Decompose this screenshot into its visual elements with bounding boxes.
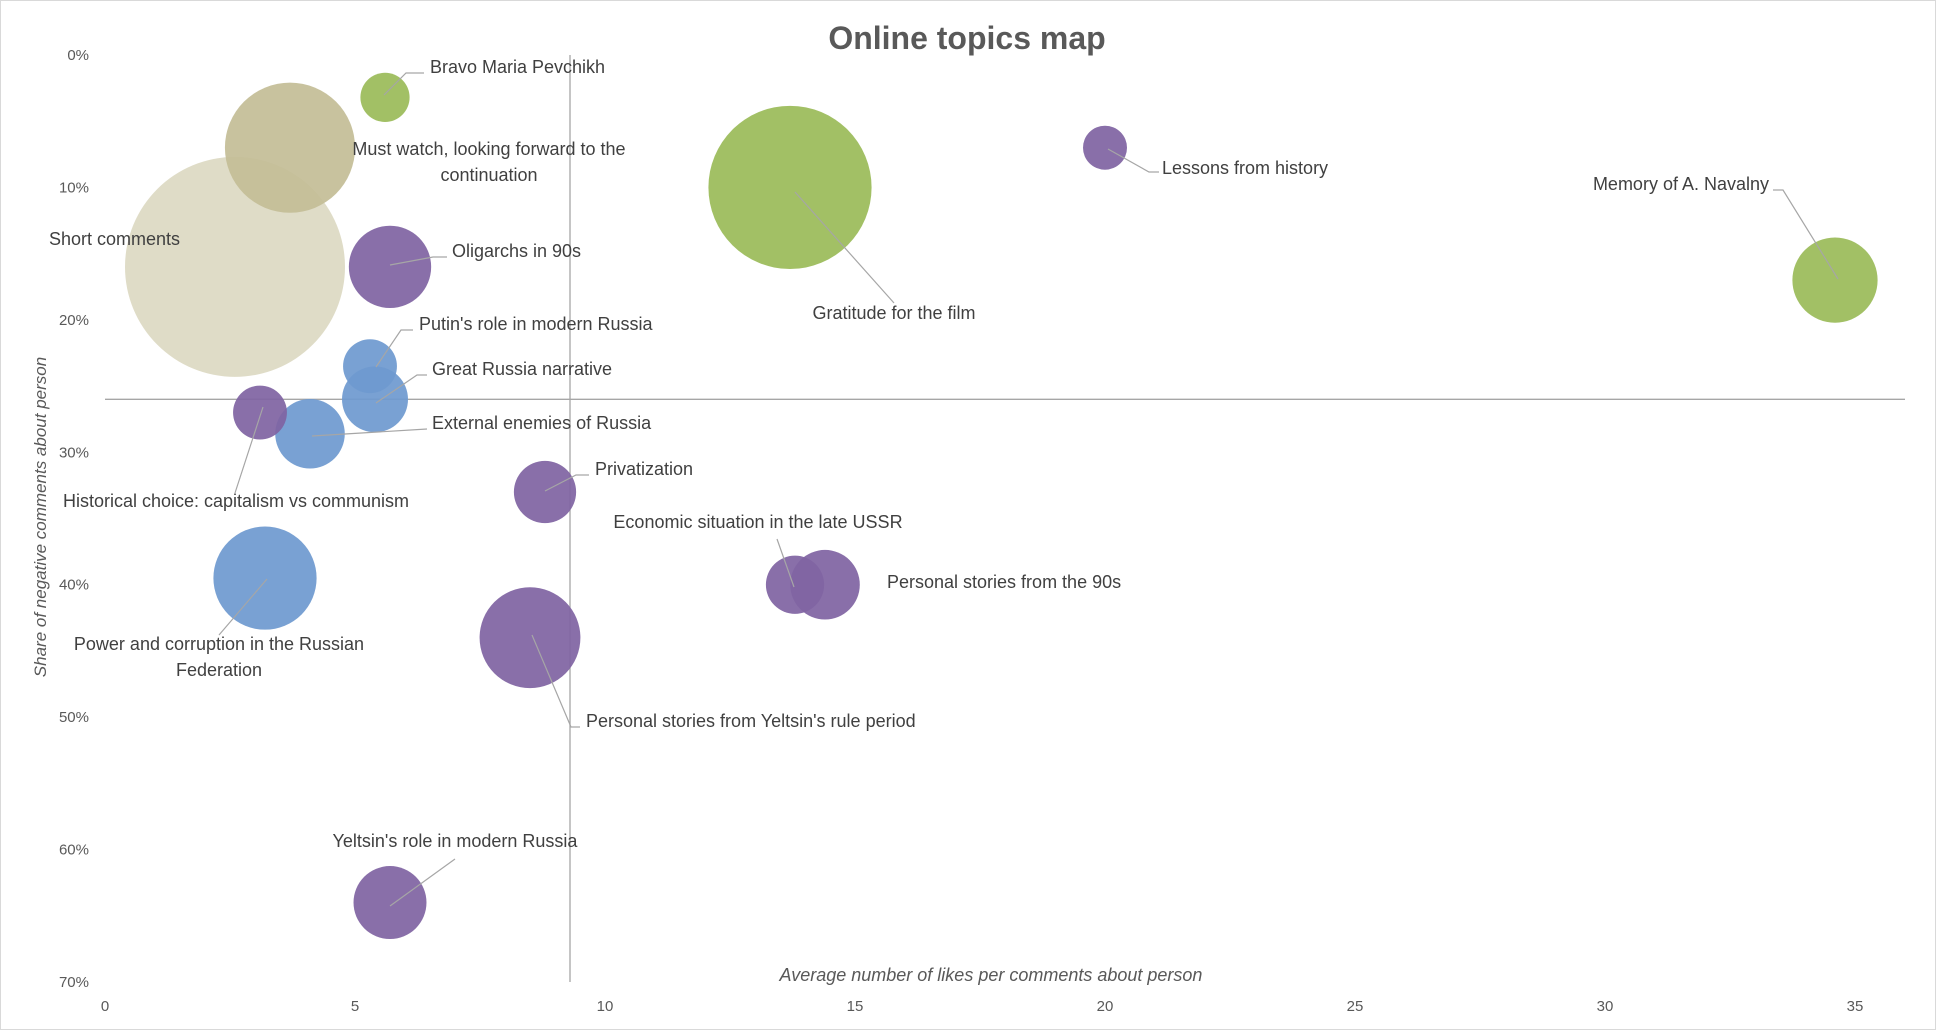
bubbles: Short commentsGratitude for the filmMust… <box>125 72 1878 940</box>
bubble-label: Power and corruption in the Russian Feder… <box>74 634 364 680</box>
bubble: External enemies of Russia <box>275 398 345 469</box>
bubble-label: Yeltsin's role in modern Russia <box>333 831 579 851</box>
bubble: Economic situation in the late USSR <box>765 555 825 614</box>
bubble-label: Memory of A. Navalny <box>1593 174 1769 194</box>
bubble: Gratitude for the film <box>708 105 872 270</box>
bubble: Yeltsin's role in modern Russia <box>353 866 427 940</box>
y-tick-label: 0% <box>67 47 89 64</box>
leader-line <box>1107 148 1159 173</box>
leader-line <box>375 329 413 368</box>
chart-title: Online topics map <box>828 20 1105 56</box>
y-axis-label: Share of negative comments about person <box>31 357 50 677</box>
leader-line <box>389 256 447 266</box>
x-tick-label: 35 <box>1847 998 1864 1015</box>
bubble: Putin's role in modern Russia <box>343 339 397 394</box>
leader-line <box>375 374 427 404</box>
bubble-label: Gratitude for the film <box>812 303 975 323</box>
bubble-label: Oligarchs in 90s <box>452 241 581 261</box>
bubble-label: Great Russia narrative <box>432 359 612 379</box>
bubble-label: Lessons from history <box>1162 158 1328 178</box>
bubble-label: Personal stories from Yeltsin's rule per… <box>586 711 916 731</box>
y-axis-ticks: 0% 10% 20% 30% 40% 50% 60% 70% <box>59 47 89 991</box>
leader-line <box>794 191 895 304</box>
x-axis-ticks: 0 5 10 15 20 25 30 35 <box>101 998 1864 1015</box>
bubble-label: Putin's role in modern Russia <box>419 314 654 334</box>
leader-lines <box>218 72 1839 907</box>
x-tick-label: 0 <box>101 998 109 1015</box>
leader-line <box>531 634 580 728</box>
x-tick-label: 25 <box>1347 998 1364 1015</box>
bubble-label: Short comments <box>49 229 180 249</box>
leader-line <box>383 72 424 96</box>
bubble: Oligarchs in 90s <box>348 225 432 309</box>
bubble: Must watch, looking forward to the conti… <box>224 82 356 213</box>
leader-line <box>544 474 589 492</box>
x-tick-label: 5 <box>351 998 359 1015</box>
bubble: Historical choice: capitalism vs communi… <box>233 385 287 440</box>
y-tick-label: 30% <box>59 444 89 461</box>
bubble-label: Personal stories from the 90s <box>887 572 1121 592</box>
bubble: Memory of A. Navalny <box>1792 237 1878 323</box>
bubble: Bravo Maria Pevchikh <box>360 72 410 122</box>
x-tick-label: 30 <box>1597 998 1614 1015</box>
bubble: Personal stories from Yeltsin's rule per… <box>479 587 581 689</box>
y-tick-label: 70% <box>59 974 89 991</box>
leader-line <box>218 578 268 636</box>
bubble-label: Bravo Maria Pevchikh <box>430 57 605 77</box>
y-tick-label: 50% <box>59 709 89 726</box>
leader-line <box>311 428 428 437</box>
bubble: Lessons from history <box>1083 125 1127 170</box>
bubble-label: Economic situation in the late USSR <box>613 512 902 532</box>
leader-line <box>234 406 264 494</box>
leader-line <box>1773 189 1839 280</box>
data-labels: Short comments Must watch, looking forwar… <box>49 57 1769 851</box>
bubble: Power and corruption in the Russian Fede… <box>213 526 317 630</box>
y-tick-label: 20% <box>59 312 89 329</box>
leader-line <box>389 858 456 907</box>
bubble-label: Historical choice: capitalism vs communi… <box>63 491 409 511</box>
y-tick-label: 40% <box>59 577 89 594</box>
bubble-label: Must watch, looking forward to the contin… <box>352 139 625 185</box>
y-tick-label: 10% <box>59 179 89 196</box>
x-tick-label: 10 <box>597 998 614 1015</box>
leader-line <box>776 538 795 588</box>
bubble: Privatization <box>513 460 577 524</box>
bubble-label: External enemies of Russia <box>432 413 652 433</box>
x-tick-label: 20 <box>1097 998 1114 1015</box>
x-tick-label: 15 <box>847 998 864 1015</box>
bubble-label: Privatization <box>595 459 693 479</box>
x-axis-label: Average number of likes per comments abo… <box>779 965 1203 985</box>
y-tick-label: 60% <box>59 842 89 859</box>
